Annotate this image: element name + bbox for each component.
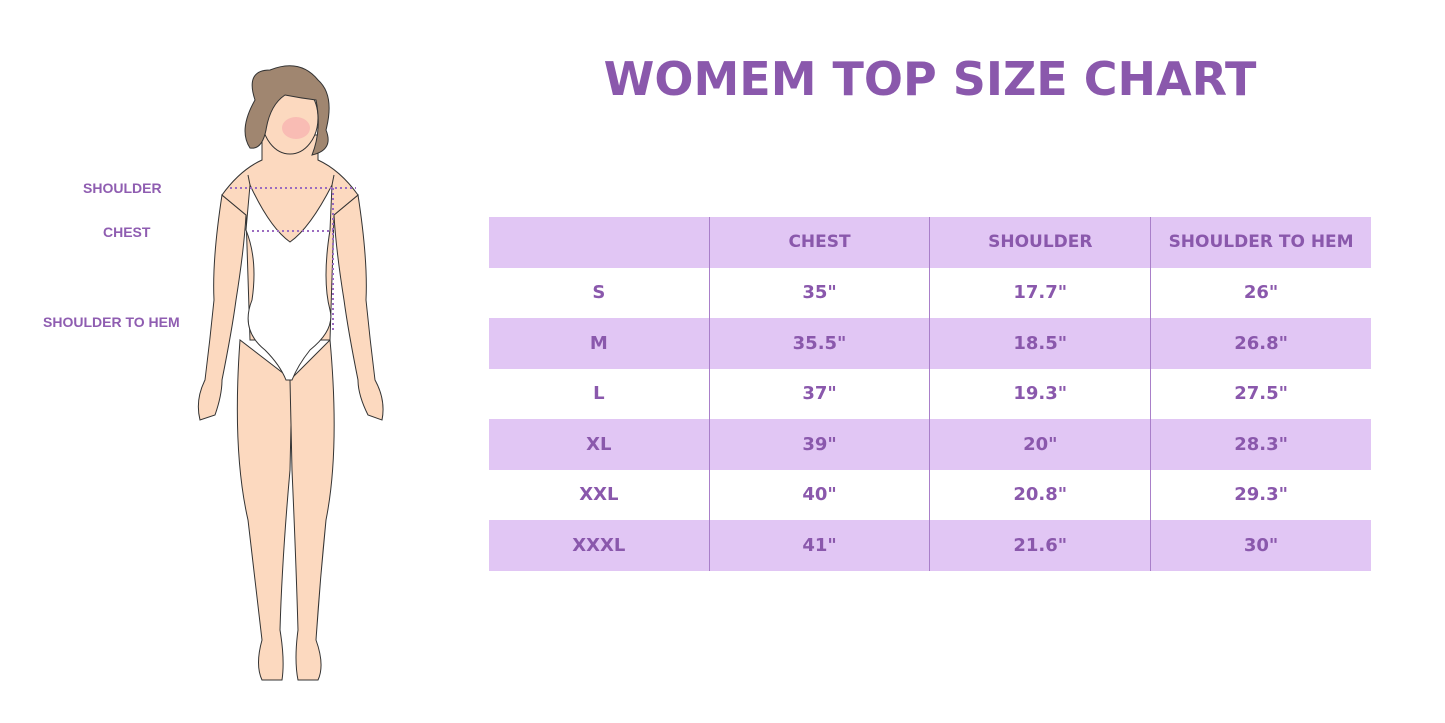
table-cell: 26" [1150,267,1371,318]
body-figure-illustration [197,65,384,681]
header-cell: SHOULDER [929,217,1151,268]
table-cell: 35" [708,267,930,318]
table-row: XL 39" 20" 28.3" [489,419,1371,470]
table-cell: 20" [929,419,1151,470]
label-chest: CHEST [103,224,151,240]
header-cell: SHOULDER TO HEM [1150,217,1371,268]
size-cell: L [593,383,605,405]
table-cell: 20.8" [929,469,1151,520]
table-row: S 35" 17.7" 26" [489,267,1371,318]
table-row: XXL 40" 20.8" 29.3" [489,469,1371,520]
table-cell: 30" [1150,520,1371,571]
page-title: WOMEM TOP SIZE CHART [603,52,1257,106]
table-cell: 35.5" [708,318,930,369]
label-shoulder-to-hem: SHOULDER TO HEM [43,314,180,330]
header-cell [489,217,710,268]
size-cell: XXL [579,484,619,506]
table-row: L 37" 19.3" 27.5" [489,368,1371,419]
label-shoulder: SHOULDER [83,180,162,196]
table-cell: 28.3" [1150,419,1371,470]
table-cell: 17.7" [929,267,1151,318]
table-cell: 21.6" [929,520,1151,571]
size-cell: XL [489,419,710,470]
table-row: M 35.5" 18.5" 26.8" [489,318,1371,369]
size-chart-table: CHEST SHOULDER SHOULDER TO HEM S 35" 17.… [489,217,1371,571]
table-cell: 26.8" [1150,318,1371,369]
size-cell: M [489,318,710,369]
table-cell: 39" [708,419,930,470]
table-cell: 18.5" [929,318,1151,369]
table-cell: 19.3" [929,368,1151,419]
table-cell: 29.3" [1150,469,1371,520]
table-header-row: CHEST SHOULDER SHOULDER TO HEM [489,217,1371,268]
table-row: XXXL 41" 21.6" 30" [489,520,1371,571]
size-cell: S [592,282,606,304]
header-cell: CHEST [708,217,930,268]
size-cell: XXXL [489,520,710,571]
table-cell: 40" [708,469,930,520]
table-cell: 41" [708,520,930,571]
table-cell: 37" [708,368,930,419]
table-cell: 27.5" [1150,368,1371,419]
